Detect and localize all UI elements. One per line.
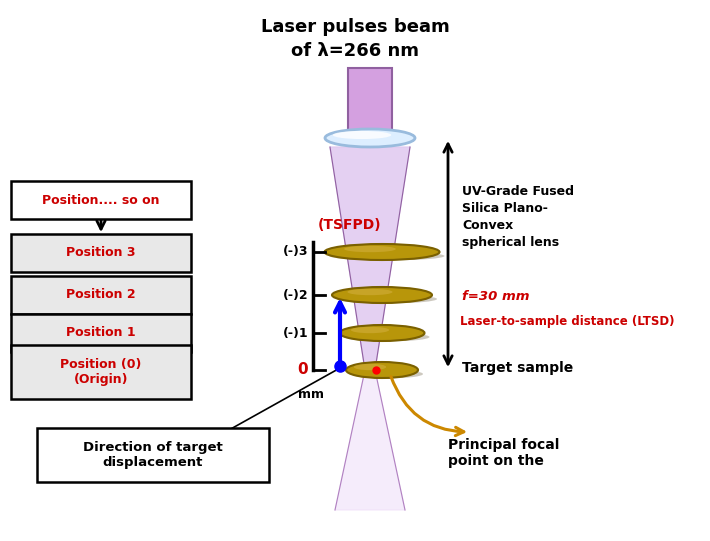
FancyBboxPatch shape: [11, 234, 191, 272]
Ellipse shape: [339, 325, 425, 341]
Polygon shape: [330, 147, 410, 370]
FancyBboxPatch shape: [11, 276, 191, 314]
Text: (TSFPD): (TSFPD): [318, 218, 382, 232]
Ellipse shape: [344, 246, 396, 252]
Text: Position 2: Position 2: [66, 288, 136, 301]
Text: Laser pulses beam: Laser pulses beam: [261, 18, 449, 36]
Text: Position 3: Position 3: [66, 247, 136, 260]
Text: of λ=266 nm: of λ=266 nm: [291, 42, 419, 60]
Ellipse shape: [337, 295, 437, 304]
Ellipse shape: [354, 364, 386, 370]
Text: Laser-to-sample distance (LTSD): Laser-to-sample distance (LTSD): [460, 315, 674, 328]
Ellipse shape: [329, 252, 444, 260]
Text: Direction of target
displacement: Direction of target displacement: [83, 441, 223, 469]
Text: (-)1: (-)1: [283, 327, 308, 340]
Ellipse shape: [351, 327, 389, 333]
Ellipse shape: [351, 370, 423, 378]
Text: f=30 mm: f=30 mm: [462, 290, 530, 303]
Polygon shape: [335, 370, 405, 510]
Text: mm: mm: [298, 388, 324, 401]
Ellipse shape: [344, 333, 430, 341]
Text: (-)2: (-)2: [283, 288, 308, 301]
Text: Position.... so on: Position.... so on: [43, 194, 160, 207]
FancyBboxPatch shape: [37, 428, 269, 482]
FancyBboxPatch shape: [11, 314, 191, 352]
Text: UV-Grade Fused
Silica Plano-
Convex
spherical lens: UV-Grade Fused Silica Plano- Convex sphe…: [462, 185, 574, 249]
Ellipse shape: [346, 362, 418, 378]
FancyBboxPatch shape: [348, 68, 392, 133]
Text: Principal focal
point on the: Principal focal point on the: [448, 438, 559, 468]
Text: 0: 0: [297, 362, 308, 378]
Ellipse shape: [325, 129, 415, 147]
Ellipse shape: [332, 287, 432, 303]
Ellipse shape: [333, 131, 391, 139]
Text: Target sample: Target sample: [462, 361, 573, 375]
Ellipse shape: [324, 244, 439, 260]
Text: Position (0)
(Origin): Position (0) (Origin): [60, 358, 142, 386]
Text: (-)3: (-)3: [283, 246, 308, 259]
Ellipse shape: [347, 289, 393, 295]
FancyBboxPatch shape: [11, 345, 191, 399]
FancyBboxPatch shape: [11, 181, 191, 219]
Text: Position 1: Position 1: [66, 327, 136, 340]
